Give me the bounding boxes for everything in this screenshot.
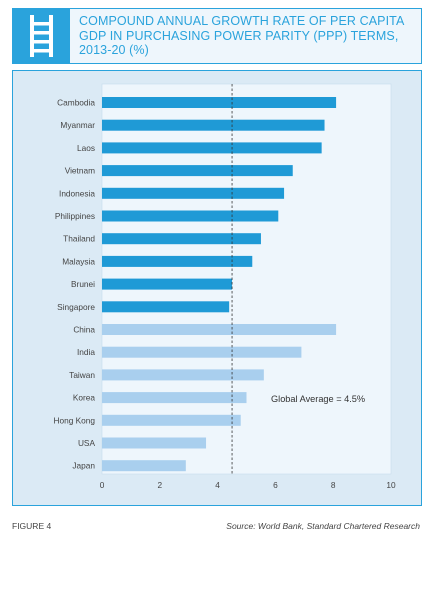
bar-thailand <box>102 233 261 245</box>
category-label: Korea <box>73 393 96 403</box>
bar-taiwan <box>102 369 264 381</box>
source-note: Source: World Bank, Standard Chartered R… <box>226 521 420 531</box>
category-label: Laos <box>77 143 95 153</box>
chart-title: COMPOUND ANNUAL GROWTH RATE OF PER CAPIT… <box>79 14 404 57</box>
bar-indonesia <box>102 187 285 199</box>
category-label: China <box>73 325 95 335</box>
bar-laos <box>102 142 322 154</box>
ladder-icon <box>30 15 53 57</box>
category-label: Brunei <box>71 279 95 289</box>
bar-usa <box>102 437 207 449</box>
bar-hong-kong <box>102 414 241 426</box>
x-tick-label: 6 <box>273 480 278 490</box>
bar-cambodia <box>102 97 337 108</box>
category-label: Hong Kong <box>53 415 95 425</box>
x-tick-label: 0 <box>100 480 105 490</box>
category-label: Myanmar <box>60 120 95 130</box>
bar-india <box>102 346 302 358</box>
category-label: Indonesia <box>59 188 95 198</box>
category-label: India <box>77 347 95 357</box>
category-label: Thailand <box>63 234 95 244</box>
category-label: Singapore <box>57 302 95 312</box>
category-label: Vietnam <box>65 166 95 176</box>
bar-myanmar <box>102 119 325 131</box>
chart-frame: Cambodia Myanmar Laos Vietnam Indonesia Phili… <box>12 70 422 506</box>
bar-vietnam <box>102 165 293 177</box>
header-icon-box <box>13 9 70 63</box>
x-tick-label: 4 <box>215 480 220 490</box>
bar-chart: Cambodia Myanmar Laos Vietnam Indonesia Phili… <box>53 83 396 490</box>
chart-header: COMPOUND ANNUAL GROWTH RATE OF PER CAPIT… <box>12 8 422 64</box>
bar-malaysia <box>102 255 253 267</box>
global-average-label: Global Average = 4.5% <box>271 394 365 404</box>
category-label: Philippines <box>55 211 95 221</box>
x-tick-label: 2 <box>157 480 162 490</box>
bar-china <box>102 324 337 335</box>
bar-singapore <box>102 301 230 313</box>
category-label: Japan <box>72 461 95 471</box>
category-label: Malaysia <box>62 256 95 266</box>
category-label: USA <box>78 438 96 448</box>
bar-philippines <box>102 210 279 222</box>
bar-brunei <box>102 278 233 290</box>
bar-korea <box>102 392 247 404</box>
category-label: Taiwan <box>69 370 95 380</box>
x-tick-label: 10 <box>386 480 396 490</box>
figure-label: FIGURE 4 <box>12 521 52 531</box>
bar-japan <box>102 460 186 472</box>
category-label: Cambodia <box>57 98 95 108</box>
x-tick-label: 8 <box>331 480 336 490</box>
